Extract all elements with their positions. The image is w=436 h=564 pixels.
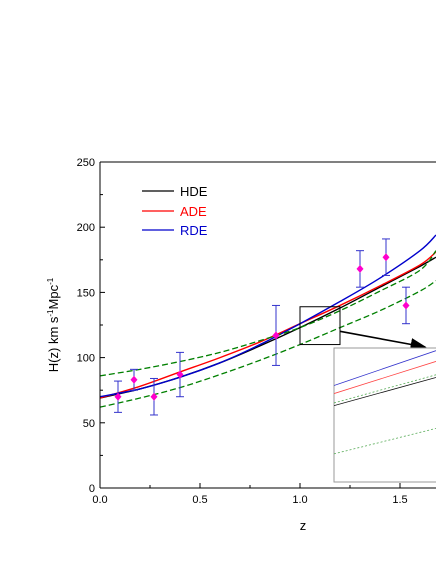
series-line-ade xyxy=(100,251,436,399)
x-tick-label-0: 0.0 xyxy=(92,494,107,506)
y-tick-label-1: 50 xyxy=(83,418,95,430)
data-point-4 xyxy=(272,304,280,366)
legend: HDE ADE RDE xyxy=(142,184,208,238)
data-point-5 xyxy=(356,250,364,288)
data-marker xyxy=(272,331,280,340)
data-point-3 xyxy=(176,351,184,398)
data-marker xyxy=(402,301,410,310)
legend-label-hde: HDE xyxy=(180,184,208,199)
inset-line-4 xyxy=(334,428,436,455)
data-marker xyxy=(130,375,138,384)
data-point-2 xyxy=(150,377,158,416)
data-point-7 xyxy=(402,286,410,325)
y-tick-label-2: 100 xyxy=(77,353,95,365)
data-point-0 xyxy=(114,380,122,413)
legend-item-rde: RDE xyxy=(142,223,208,238)
zoom-arrow xyxy=(339,330,427,351)
x-tick-label-1: 0.5 xyxy=(192,494,207,506)
observation-layer xyxy=(114,238,410,416)
data-point-6 xyxy=(382,238,390,276)
x-tick-label-3: 1.5 xyxy=(392,494,407,506)
y-tick-label-5: 250 xyxy=(77,157,95,169)
inset-line-3 xyxy=(334,377,436,407)
data-marker xyxy=(176,370,184,379)
data-marker xyxy=(114,392,122,401)
series-line-bound-4 xyxy=(100,280,436,408)
x-tick-label-2: 1.0 xyxy=(292,494,307,506)
y-tick-label-3: 150 xyxy=(77,287,95,299)
y-tick-label-0: 0 xyxy=(89,483,95,495)
inset-panel xyxy=(333,347,436,483)
zoom-layer xyxy=(299,306,427,351)
tick-layer: 0.0 0.5 1.0 1.5 0 50 100 150 200 250 xyxy=(77,157,408,506)
inset-layer xyxy=(333,347,436,483)
inset-line-1 xyxy=(334,361,436,394)
data-marker xyxy=(150,392,158,401)
data-marker xyxy=(382,253,390,262)
data-point-1 xyxy=(130,368,138,391)
inset-lines xyxy=(334,350,436,455)
series-line-bound-3 xyxy=(100,250,436,377)
y-tick-label-4: 200 xyxy=(77,222,95,234)
inset-line-2 xyxy=(334,374,436,404)
y-axis-title: H(z) km s-1Mpc-1 xyxy=(46,277,61,372)
inset-line-0 xyxy=(334,350,436,386)
legend-label-ade: ADE xyxy=(180,204,207,219)
legend-item-ade: ADE xyxy=(142,204,207,219)
zoom-box xyxy=(299,306,341,346)
data-marker xyxy=(356,264,364,273)
legend-item-hde: HDE xyxy=(142,184,208,199)
legend-label-rde: RDE xyxy=(180,223,208,238)
series-layer xyxy=(100,234,436,408)
x-axis-title: z xyxy=(300,518,307,533)
